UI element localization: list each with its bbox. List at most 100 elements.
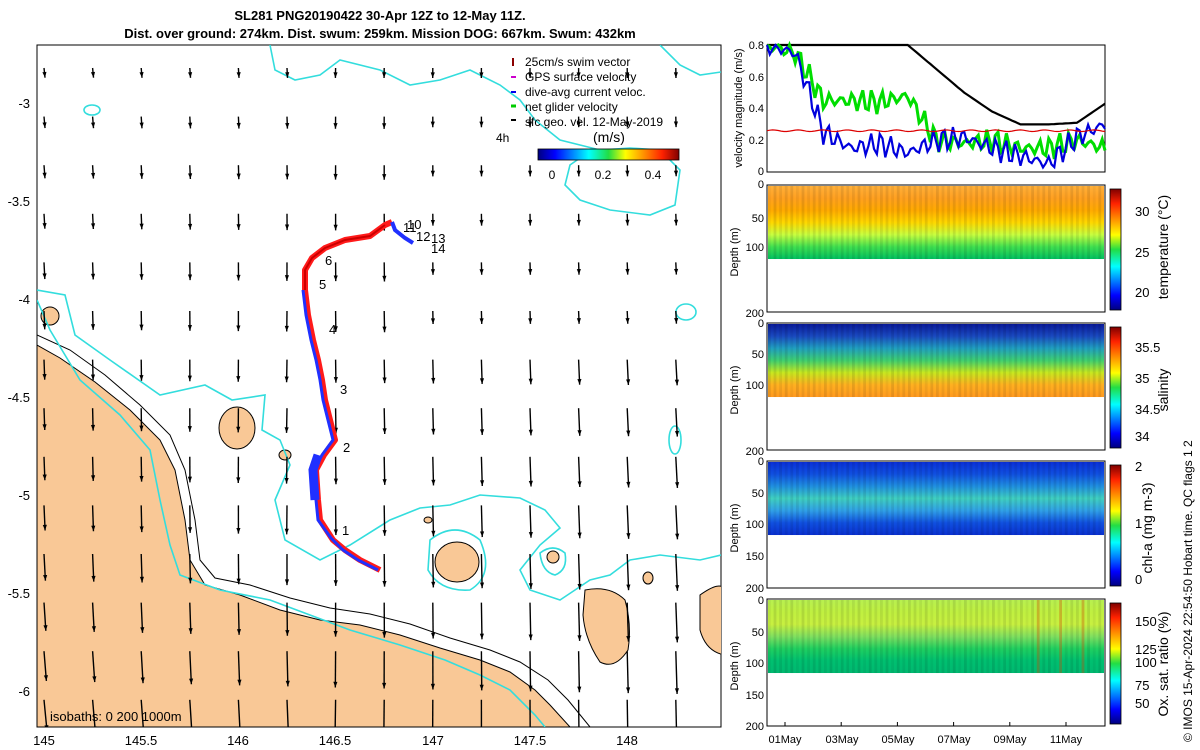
current-arrowhead	[382, 631, 387, 638]
current-arrow	[626, 553, 630, 591]
current-arrowhead	[626, 687, 631, 694]
section-texture	[1053, 462, 1057, 536]
section-texture	[1092, 600, 1096, 674]
current-arrowhead	[625, 170, 630, 177]
section-texture	[997, 186, 1001, 260]
current-arrowhead	[187, 476, 192, 483]
isobaths-label: isobaths: 0 200 1000m	[50, 709, 182, 724]
current-arrowhead	[91, 223, 96, 230]
current-arrowhead	[43, 574, 48, 581]
section-texture	[964, 600, 967, 674]
section-texture	[807, 186, 810, 260]
colorbar-tick: 30	[1135, 204, 1149, 219]
current-arrowhead	[139, 122, 144, 129]
section-texture	[975, 600, 978, 674]
section-texture	[784, 462, 788, 536]
glider-track	[301, 219, 415, 573]
y-tick-label: -4.5	[8, 390, 30, 405]
section-texture	[1014, 600, 1018, 674]
section-texture	[919, 462, 922, 536]
colorbar-tick: 20	[1135, 285, 1149, 300]
section-texture	[868, 600, 872, 674]
current-arrowhead	[236, 578, 241, 585]
current-arrowhead	[430, 318, 436, 324]
current-arrowhead	[576, 121, 581, 128]
section-texture	[975, 324, 978, 398]
map-y-axis: -3 -3.5 -4 -4.5 -5 -5.5 -6	[8, 96, 30, 699]
current-arrowhead	[577, 481, 582, 488]
depth-tick: 50	[752, 213, 764, 225]
day-label: 5	[319, 277, 326, 292]
current-arrowhead	[91, 475, 96, 481]
section-texture	[941, 600, 945, 674]
current-arrow	[480, 553, 483, 589]
section-texture	[1098, 186, 1102, 260]
section-texture	[980, 186, 984, 260]
section-texture	[846, 462, 850, 536]
current-arrowhead	[236, 376, 241, 382]
current-arrow	[577, 553, 581, 590]
current-arrowhead	[673, 121, 678, 128]
colorbar-tick: 2	[1135, 459, 1142, 474]
current-arrow	[577, 602, 581, 641]
depth-tick: 100	[746, 658, 764, 670]
velocity-y-label: velocity magnitude (m/s)	[733, 48, 745, 167]
section-texture	[773, 186, 777, 260]
colorbar-tick: 34	[1135, 429, 1149, 444]
section-texture	[779, 600, 782, 674]
current-arrowhead	[140, 627, 145, 633]
section-texture	[992, 186, 995, 260]
section-texture	[1087, 600, 1090, 674]
current-arrowhead	[577, 430, 582, 436]
current-arrow	[286, 651, 289, 687]
current-arrowhead	[479, 269, 484, 275]
section-texture	[784, 600, 788, 674]
section-texture	[902, 462, 906, 536]
current-arrowhead	[139, 274, 144, 280]
section-texture	[880, 324, 883, 398]
current-arrowhead	[285, 224, 290, 231]
section-texture	[1008, 600, 1012, 674]
current-arrowhead	[675, 533, 680, 540]
section-texture	[941, 186, 945, 260]
isobath-1000m	[37, 45, 721, 727]
current-arrowhead	[576, 72, 581, 78]
section-texture	[874, 186, 878, 260]
section-heatmap	[768, 324, 1104, 398]
current-arrow	[577, 699, 580, 727]
section-texture	[958, 324, 962, 398]
depth-axis-label: Depth (m)	[729, 366, 741, 415]
section-texture	[1059, 324, 1062, 398]
section-texture	[986, 186, 990, 260]
section-texture	[896, 600, 900, 674]
section-texture	[818, 186, 822, 260]
current-arrowhead	[528, 480, 533, 487]
track-end-segment	[390, 221, 415, 245]
section-texture	[913, 600, 917, 674]
section-texture	[857, 186, 861, 260]
colorbar-tick: 150	[1135, 614, 1157, 629]
section-texture	[779, 186, 782, 260]
section-texture	[1087, 324, 1090, 398]
section-texture	[840, 324, 844, 398]
current-arrowhead	[626, 430, 631, 437]
colorbar-tick: 35.5	[1135, 340, 1160, 355]
current-arrowhead	[430, 683, 435, 690]
section-texture	[908, 324, 911, 398]
current-arrow	[529, 651, 532, 692]
depth-tick: 200	[746, 446, 764, 458]
current-arrowhead	[236, 72, 241, 78]
section-texture	[952, 600, 956, 674]
depth-tick: 0	[758, 179, 764, 191]
current-arrowhead	[479, 378, 485, 384]
section-texture	[980, 600, 984, 674]
current-arrowhead	[333, 529, 338, 536]
section-texture	[863, 186, 866, 260]
current-arrowhead	[528, 269, 533, 275]
current-arrowhead	[479, 318, 484, 324]
section-texture	[829, 186, 833, 260]
current-arrowhead	[626, 584, 631, 591]
section-texture	[796, 186, 799, 260]
current-arrowhead	[626, 635, 631, 642]
